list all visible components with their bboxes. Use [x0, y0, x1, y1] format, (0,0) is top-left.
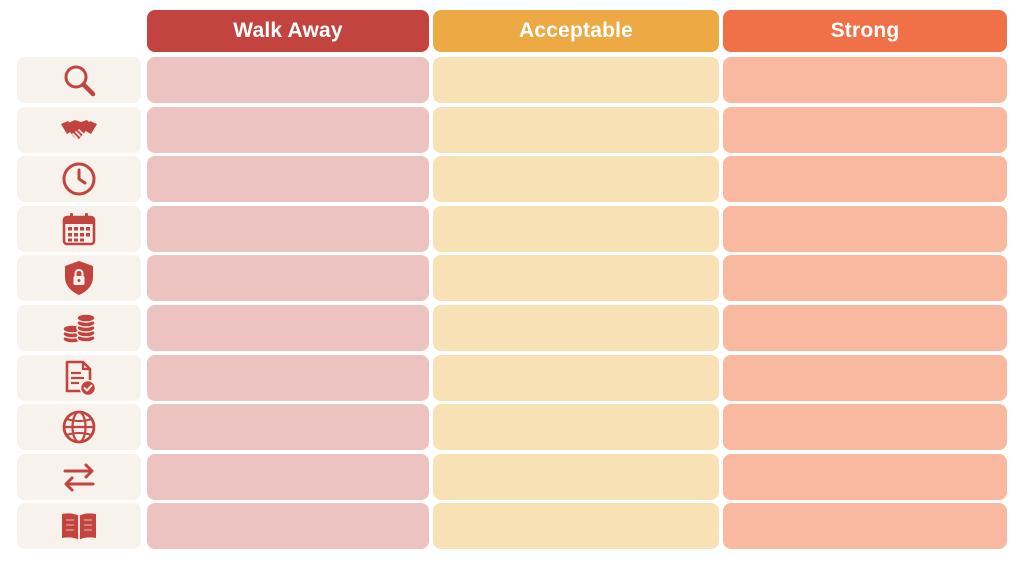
cell-strong[interactable] — [723, 156, 1007, 202]
cell-strong[interactable] — [723, 206, 1007, 252]
row-icon-cell — [17, 404, 141, 450]
cell-walk-away[interactable] — [147, 206, 429, 252]
cell-acceptable[interactable] — [433, 503, 719, 549]
cell-walk-away[interactable] — [147, 57, 429, 103]
row-icon-cell — [17, 503, 141, 549]
cell-strong[interactable] — [723, 107, 1007, 153]
header-strong-label: Strong — [830, 19, 900, 42]
cell-acceptable[interactable] — [433, 255, 719, 301]
cell-strong[interactable] — [723, 404, 1007, 450]
row-icon-cell — [17, 305, 141, 351]
header-walk-away-label: Walk Away — [233, 19, 343, 42]
calendar-icon — [62, 213, 96, 246]
cell-strong[interactable] — [723, 503, 1007, 549]
cell-walk-away[interactable] — [147, 107, 429, 153]
cell-walk-away[interactable] — [147, 255, 429, 301]
cell-walk-away[interactable] — [147, 404, 429, 450]
row-icon-cell — [17, 255, 141, 301]
coins-icon — [62, 313, 96, 344]
open-book-icon — [62, 513, 96, 540]
cell-strong[interactable] — [723, 355, 1007, 401]
search-icon — [64, 65, 96, 97]
clock-icon — [62, 162, 96, 196]
cell-acceptable[interactable] — [433, 107, 719, 153]
cell-walk-away[interactable] — [147, 503, 429, 549]
cell-acceptable[interactable] — [433, 206, 719, 252]
cell-walk-away[interactable] — [147, 156, 429, 202]
row-icon-cell — [17, 454, 141, 500]
handshake-icon — [61, 120, 97, 139]
row-icon-cell — [17, 206, 141, 252]
cell-acceptable[interactable] — [433, 305, 719, 351]
cell-strong[interactable] — [723, 454, 1007, 500]
header-acceptable-label: Acceptable — [518, 19, 634, 42]
cell-strong[interactable] — [723, 57, 1007, 103]
document-check-icon — [65, 360, 97, 397]
cell-acceptable[interactable] — [433, 404, 719, 450]
cell-acceptable[interactable] — [433, 355, 719, 401]
cell-walk-away[interactable] — [147, 305, 429, 351]
row-icon-cell — [17, 107, 141, 153]
cell-acceptable[interactable] — [433, 57, 719, 103]
cell-acceptable[interactable] — [433, 156, 719, 202]
cell-walk-away[interactable] — [147, 355, 429, 401]
row-icon-cell — [17, 57, 141, 103]
globe-icon — [62, 410, 96, 444]
cell-strong[interactable] — [723, 255, 1007, 301]
cell-walk-away[interactable] — [147, 454, 429, 500]
cell-acceptable[interactable] — [433, 454, 719, 500]
header-walk-away: Walk Away — [147, 10, 429, 52]
header-strong: Strong — [723, 10, 1007, 52]
header-acceptable: Acceptable — [433, 10, 719, 52]
row-icon-cell — [17, 355, 141, 401]
row-icon-cell — [17, 156, 141, 202]
shield-lock-icon — [65, 261, 93, 295]
cell-strong[interactable] — [723, 305, 1007, 351]
swap-arrows-icon — [63, 463, 95, 492]
